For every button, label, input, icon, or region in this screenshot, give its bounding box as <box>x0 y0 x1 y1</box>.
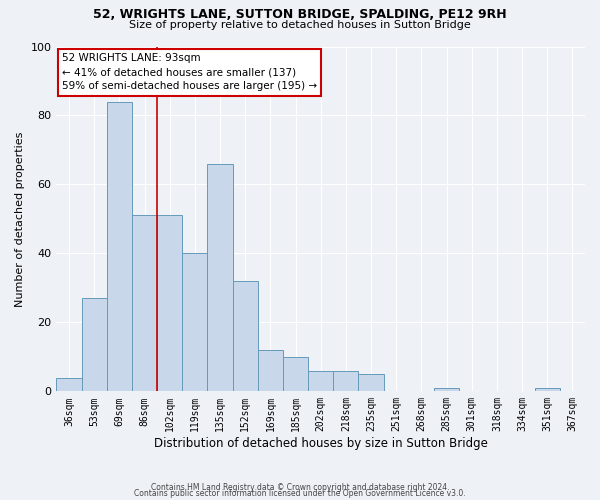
Bar <box>333 370 358 392</box>
Bar <box>434 388 459 392</box>
Bar <box>82 298 107 392</box>
Bar <box>308 370 333 392</box>
Text: Size of property relative to detached houses in Sutton Bridge: Size of property relative to detached ho… <box>129 20 471 30</box>
Text: 52 WRIGHTS LANE: 93sqm
← 41% of detached houses are smaller (137)
59% of semi-de: 52 WRIGHTS LANE: 93sqm ← 41% of detached… <box>62 54 317 92</box>
Bar <box>157 216 182 392</box>
Bar <box>132 216 157 392</box>
Y-axis label: Number of detached properties: Number of detached properties <box>15 131 25 306</box>
Text: Contains HM Land Registry data © Crown copyright and database right 2024.: Contains HM Land Registry data © Crown c… <box>151 484 449 492</box>
X-axis label: Distribution of detached houses by size in Sutton Bridge: Distribution of detached houses by size … <box>154 437 488 450</box>
Bar <box>107 102 132 392</box>
Bar <box>233 281 258 392</box>
Bar <box>258 350 283 392</box>
Bar <box>56 378 82 392</box>
Bar <box>208 164 233 392</box>
Text: 52, WRIGHTS LANE, SUTTON BRIDGE, SPALDING, PE12 9RH: 52, WRIGHTS LANE, SUTTON BRIDGE, SPALDIN… <box>93 8 507 20</box>
Bar <box>358 374 383 392</box>
Text: Contains public sector information licensed under the Open Government Licence v3: Contains public sector information licen… <box>134 490 466 498</box>
Bar <box>283 357 308 392</box>
Bar <box>182 254 208 392</box>
Bar <box>535 388 560 392</box>
